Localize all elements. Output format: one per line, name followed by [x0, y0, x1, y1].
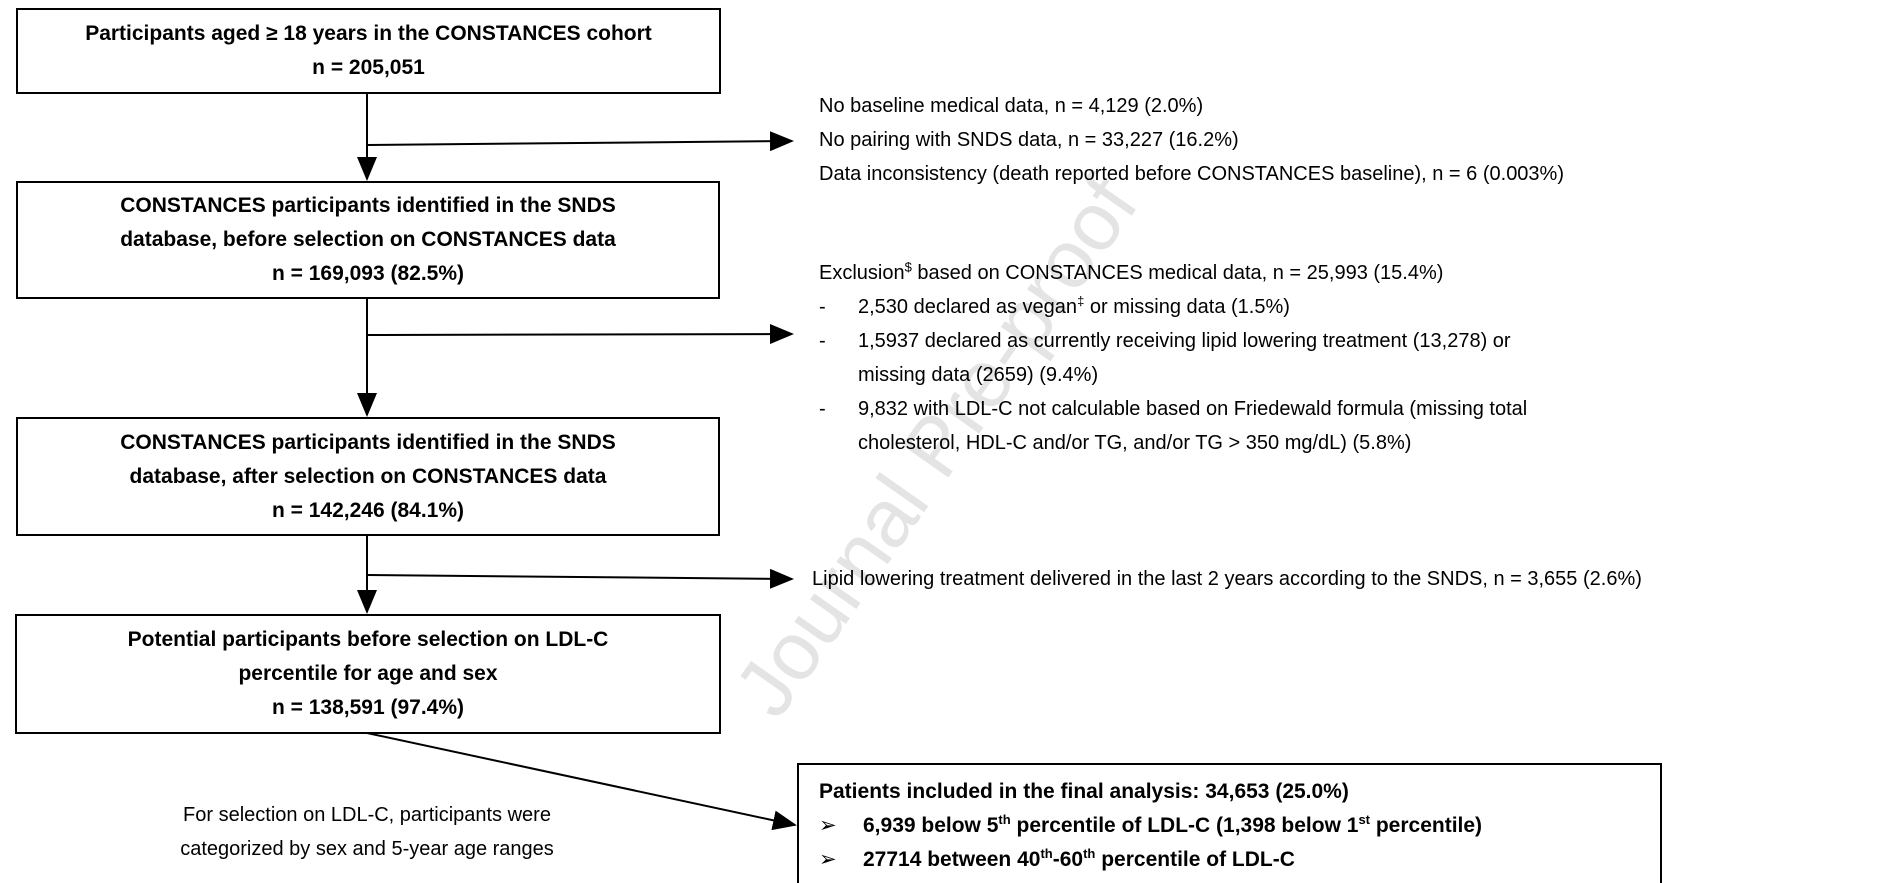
text: 2,530 declared as vegan: [858, 296, 1078, 318]
text: th: [1083, 846, 1096, 861]
bullet: -: [819, 296, 826, 318]
exclusion-text: No pairing with SNDS data, n = 33,227 (1…: [819, 129, 1239, 151]
box-text: ➢ 6,939 below 5th percentile of LDL-C (1,…: [819, 809, 1482, 843]
arrow: [366, 732, 797, 831]
box-text: Participants aged ≥ 18 years in the CONS…: [85, 22, 652, 45]
box-text: database, before selection on CONSTANCES…: [120, 228, 616, 251]
text: 27714 between 40: [863, 848, 1041, 871]
final-box: Patients included in the final analysis:…: [797, 763, 1662, 883]
bullet: -: [819, 330, 826, 352]
text: or missing data (1.5%): [1084, 296, 1290, 318]
marker: ➢: [819, 848, 837, 871]
box: CONSTANCES participants identified in th…: [16, 417, 720, 536]
exclusion-text: No baseline medical data, n = 4,129 (2.0…: [819, 95, 1204, 117]
exclusion-text: Lipid lowering treatment delivered in th…: [812, 568, 1642, 590]
box-text: percentile for age and sex: [238, 662, 498, 685]
exclusion-text: - 9,832 with LDL-C not calculable based o…: [819, 392, 1527, 426]
exclusion-text: cholesterol, HDL-C and/or TG, and/or TG …: [858, 432, 1412, 454]
text: percentile of LDL-C (1,398 below 1: [1010, 814, 1359, 837]
box-text: CONSTANCES participants identified in th…: [120, 194, 616, 217]
text: $: [904, 259, 912, 275]
box: Participants aged ≥ 18 years in the CONS…: [16, 8, 721, 94]
exclusion-text: missing data (2659) (9.4%): [858, 364, 1099, 386]
text: th: [1040, 846, 1053, 861]
text: 6,939 below 5: [863, 814, 999, 837]
text: 9,832 with LDL-C not calculable based on…: [858, 398, 1528, 420]
arrow: [366, 131, 794, 152]
box-text: n = 205,051: [312, 56, 425, 79]
exclusion-text: Exclusion$ based on CONSTANCES medical d…: [819, 256, 1527, 290]
arrow: [366, 324, 794, 345]
exclusion: No baseline medical data, n = 4,129 (2.0…: [819, 89, 1564, 191]
text: percentile): [1370, 814, 1483, 837]
box-text: ➢ 27714 between 40th-60th percentile of L…: [819, 843, 1295, 877]
exclusion-text: - 1,5937 declared as currently receiving …: [819, 324, 1527, 358]
text: ‡: [1077, 293, 1085, 309]
text: -60: [1052, 848, 1084, 871]
exclusion-text: - 2,530 declared as vegan‡ or missing dat…: [819, 290, 1527, 324]
box-text: Patients included in the final analysis:…: [819, 780, 1349, 803]
note-text: categorized by sex and 5-year age ranges: [180, 838, 554, 860]
text: st: [1358, 812, 1370, 827]
box: CONSTANCES participants identified in th…: [16, 181, 720, 299]
box-text: Potential participants before selection …: [127, 628, 609, 651]
box: Potential participants before selection …: [15, 614, 721, 734]
box-text: CONSTANCES participants identified in th…: [120, 430, 616, 454]
exclusion-text: Data inconsistency (death reported befor…: [819, 163, 1564, 185]
text: th: [998, 812, 1011, 827]
box-text: n = 142,246 (84.1%): [271, 498, 465, 522]
arrow: [366, 568, 794, 589]
box-text: database, after selection on CONSTANCES …: [129, 464, 607, 488]
note: For selection on LDL-C, participants wer…: [180, 798, 554, 866]
text: Exclusion: [819, 262, 905, 284]
text: based on CONSTANCES medical data, n = 25…: [911, 262, 1444, 284]
exclusion: Exclusion$ based on CONSTANCES medical d…: [819, 256, 1527, 460]
bullet: -: [819, 398, 826, 420]
box-text: n = 169,093 (82.5%): [271, 262, 465, 285]
text: percentile of LDL-C: [1095, 848, 1295, 871]
marker: ➢: [819, 814, 837, 837]
box-text: n = 138,591 (97.4%): [271, 696, 465, 719]
exclusion: Lipid lowering treatment delivered in th…: [812, 562, 1642, 596]
note-text: For selection on LDL-C, participants wer…: [183, 804, 551, 826]
text: 1,5937 declared as currently receiving l…: [858, 330, 1511, 352]
